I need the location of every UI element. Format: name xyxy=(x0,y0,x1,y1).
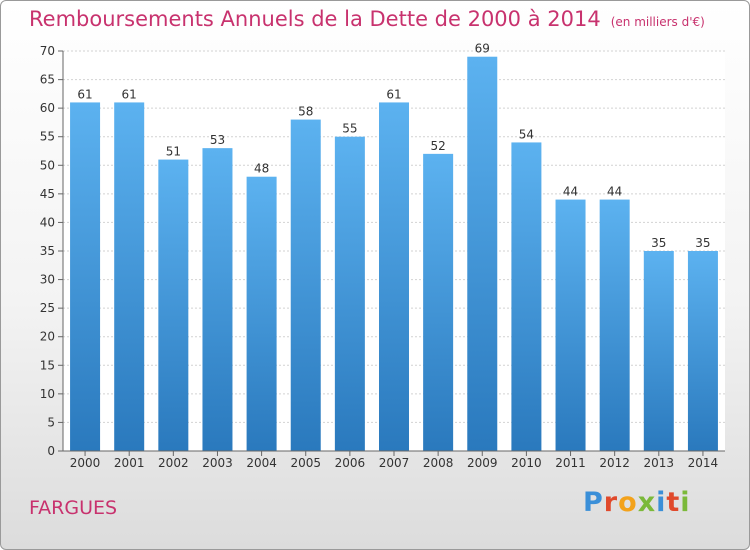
value-label-2013: 35 xyxy=(651,236,666,250)
y-tick-label: 45 xyxy=(40,187,55,201)
bar-2006 xyxy=(334,136,365,451)
y-tick-label: 70 xyxy=(40,44,55,58)
bar-2008 xyxy=(423,153,454,451)
bar-2011 xyxy=(555,199,586,451)
commune-name: FARGUES xyxy=(29,497,118,519)
bar-2013 xyxy=(643,251,674,451)
value-label-2004: 48 xyxy=(254,162,269,176)
bar-2009 xyxy=(467,56,498,451)
x-tick-label-2008: 2008 xyxy=(423,456,454,470)
x-tick-label-2001: 2001 xyxy=(114,456,145,470)
chart-title-text: Remboursements Annuels de la Dette de 20… xyxy=(29,7,601,31)
value-label-2008: 52 xyxy=(430,139,445,153)
x-tick-label-2010: 2010 xyxy=(511,456,542,470)
y-tick-label: 40 xyxy=(40,215,55,229)
bar-2005 xyxy=(290,119,321,452)
bar-2007 xyxy=(379,102,409,451)
bar-2010 xyxy=(511,142,542,451)
y-tick-label: 60 xyxy=(40,101,55,115)
x-tick-label-2011: 2011 xyxy=(555,456,586,470)
y-tick-label: 15 xyxy=(40,358,55,372)
bar-2000 xyxy=(70,102,101,451)
bar-2014 xyxy=(687,251,718,451)
x-tick-label-2003: 2003 xyxy=(202,456,233,470)
y-tick-label: 35 xyxy=(40,244,55,258)
logo-letter: i xyxy=(680,487,691,518)
value-label-2010: 54 xyxy=(519,127,534,141)
value-label-2002: 51 xyxy=(166,145,181,159)
value-label-2009: 69 xyxy=(475,42,490,56)
x-tick-label-2005: 2005 xyxy=(290,456,321,470)
logo-letter: P xyxy=(583,487,604,518)
x-tick-label-2012: 2012 xyxy=(599,456,630,470)
x-tick-label-2009: 2009 xyxy=(467,456,498,470)
bar-2003 xyxy=(202,148,233,451)
x-tick-label-2004: 2004 xyxy=(246,456,277,470)
y-tick-label: 25 xyxy=(40,301,55,315)
y-tick-label: 50 xyxy=(40,158,55,172)
bar-2001 xyxy=(114,102,145,451)
x-tick-label-2013: 2013 xyxy=(644,456,675,470)
bar-2002 xyxy=(158,159,189,452)
logo-letter: i xyxy=(656,487,667,518)
logo-letter: x xyxy=(637,487,657,518)
x-tick-label-2007: 2007 xyxy=(379,456,410,470)
value-label-2011: 44 xyxy=(563,185,578,199)
proxiti-logo: Proxiti xyxy=(583,487,691,518)
value-label-2006: 55 xyxy=(342,122,357,136)
bar-2012 xyxy=(599,199,630,451)
y-tick-label: 30 xyxy=(40,273,55,287)
y-tick-label: 5 xyxy=(47,415,55,429)
value-label-2012: 44 xyxy=(607,185,622,199)
unit-label: (en milliers d'€) xyxy=(610,15,705,29)
value-label-2000: 61 xyxy=(77,87,92,101)
value-label-2014: 35 xyxy=(695,236,710,250)
logo-letter: r xyxy=(603,487,619,518)
value-label-2003: 53 xyxy=(210,133,225,147)
y-tick-label: 0 xyxy=(47,444,55,458)
x-tick-label-2002: 2002 xyxy=(158,456,189,470)
x-tick-label-2000: 2000 xyxy=(70,456,101,470)
y-tick-label: 65 xyxy=(40,73,55,87)
y-tick-label: 55 xyxy=(40,130,55,144)
y-tick-label: 10 xyxy=(40,387,55,401)
bar-2004 xyxy=(246,176,277,451)
x-tick-label-2014: 2014 xyxy=(688,456,719,470)
y-tick-label: 20 xyxy=(40,330,55,344)
x-tick-label-2006: 2006 xyxy=(335,456,366,470)
value-label-2005: 58 xyxy=(298,105,313,119)
chart-title: Remboursements Annuels de la Dette de 20… xyxy=(29,7,705,31)
logo-letter: t xyxy=(666,487,681,518)
logo-letter: o xyxy=(618,487,638,518)
value-label-2007: 61 xyxy=(386,87,401,101)
value-label-2001: 61 xyxy=(122,87,137,101)
